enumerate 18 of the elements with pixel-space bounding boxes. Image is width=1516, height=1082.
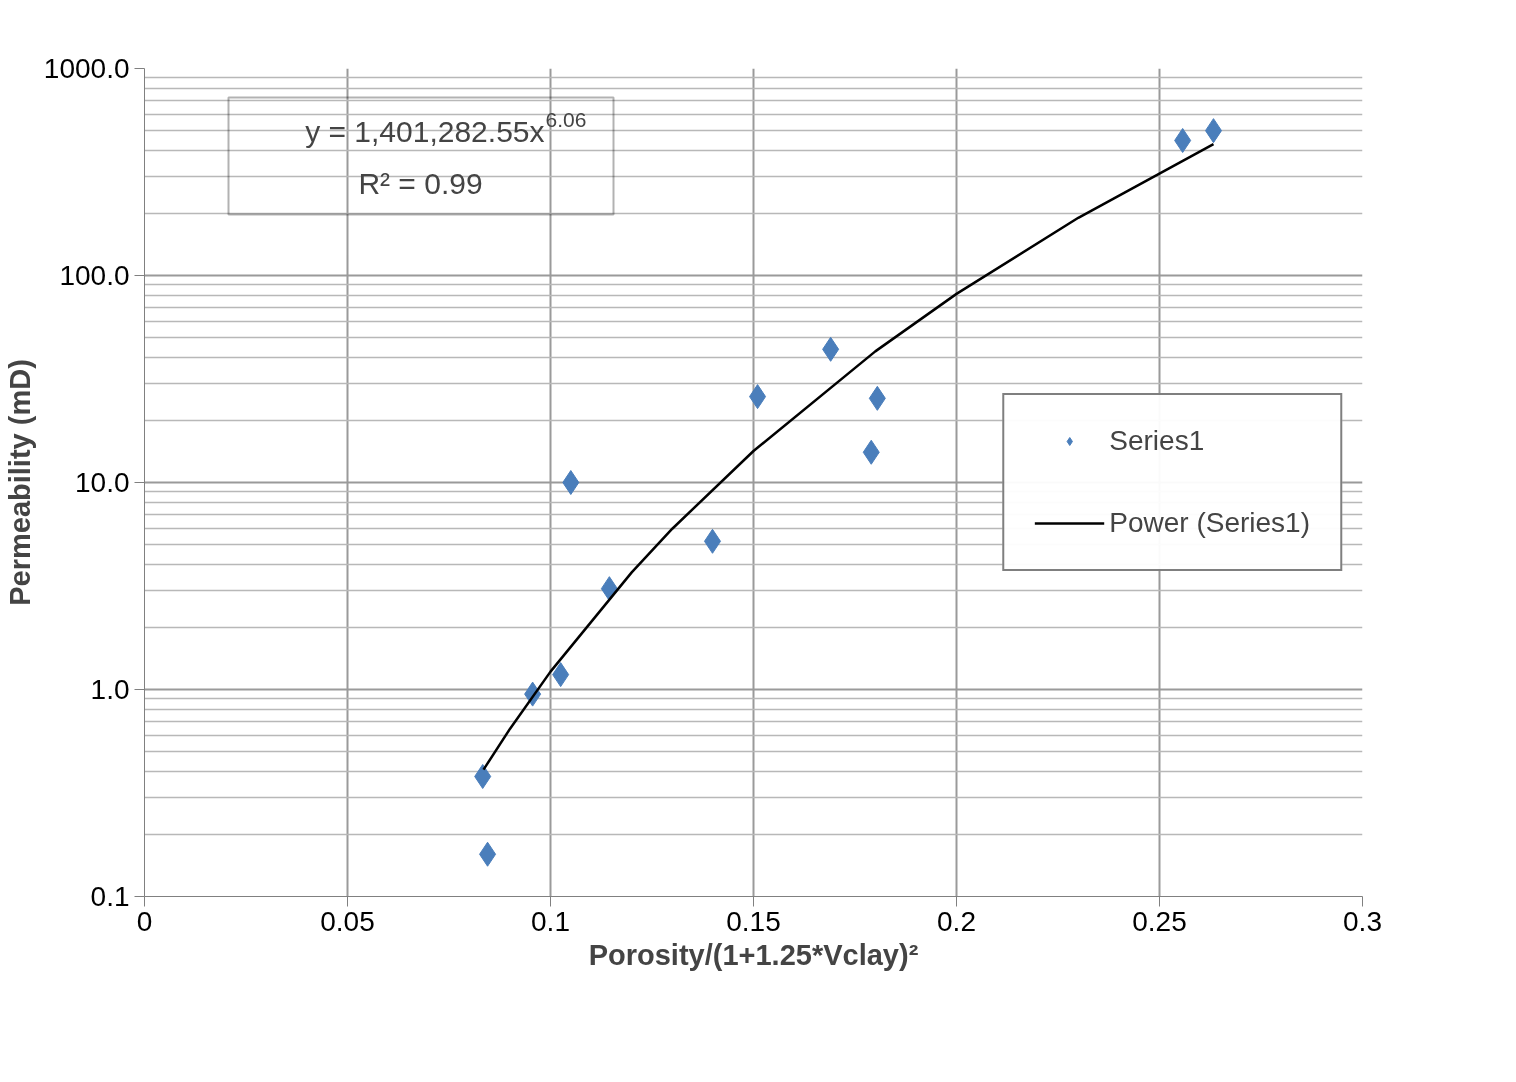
y-tick-label: 0.1: [90, 881, 130, 912]
annotation: R² = 0.99: [358, 167, 483, 200]
x-tick-label: 0.25: [1132, 905, 1187, 937]
x-tick-label: 0: [136, 905, 153, 937]
y-tick-label: 10.0: [75, 467, 130, 498]
legend-label: Power (Series1): [1109, 507, 1310, 539]
x-tick-label: 0.3: [1343, 905, 1382, 937]
y-tick-label: 1.0: [90, 674, 130, 705]
x-tick-label: 0.2: [937, 905, 976, 937]
legend-label: Series1: [1109, 425, 1205, 457]
y-axis-title: Permeability (mD): [3, 359, 36, 606]
x-tick-label: 0.1: [531, 905, 570, 937]
x-axis-title: Porosity/(1+1.25*Vclay)²: [588, 938, 919, 971]
y-tick-label: 1000.0: [43, 53, 130, 84]
x-tick-label: 0.05: [320, 905, 375, 937]
point: [562, 470, 580, 495]
x-tick-label: 0.15: [726, 905, 781, 937]
y-tick-label: 100.0: [59, 260, 130, 291]
